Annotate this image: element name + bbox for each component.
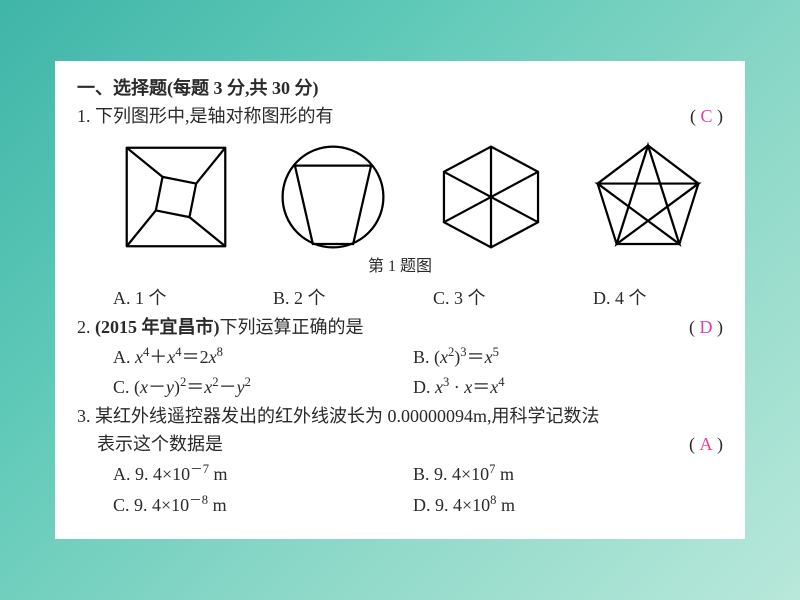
q2-option-b: B. (x2)3＝x5 [413, 342, 713, 373]
q2-number: 2. [77, 317, 91, 337]
q1-answer: C [700, 106, 712, 126]
q3-options: A. 9. 4×10－7 m B. 9. 4×107 m C. 9. 4×10－… [113, 459, 723, 521]
q2-answer-group: ( D ) [689, 314, 723, 342]
q2-answer: D [700, 317, 713, 337]
q2-options: A. x4＋x4＝2x8 B. (x2)3＝x5 C. (x－y)2＝x2－y2… [113, 342, 723, 404]
figure-circle-trapezoid [277, 141, 389, 253]
q3-option-b: B. 9. 4×107 m [413, 459, 713, 490]
section-header: 一、选择题(每题 3 分,共 30 分) [77, 75, 723, 103]
paren-left: ( [689, 317, 695, 337]
figure-hexagon [435, 141, 547, 253]
q3-option-c: C. 9. 4×10－8 m [113, 490, 413, 521]
q1-option-c: C. 3 个 [433, 284, 593, 314]
q1-option-d: D. 4 个 [593, 284, 753, 314]
q3-answer: A [700, 434, 713, 454]
q3-text: 某红外线遥控器发出的红外线波长为 0.00000094m,用科学记数法 [95, 406, 600, 426]
question-3: 3. 某红外线遥控器发出的红外线波长为 0.00000094m,用科学记数法 [77, 403, 723, 431]
q1-options: A. 1 个 B. 2 个 C. 3 个 D. 4 个 [113, 284, 723, 314]
q1-caption: 第 1 题图 [77, 255, 723, 280]
q2-option-d: D. x3 · x＝x4 [413, 372, 713, 403]
paren-right: ) [717, 434, 723, 454]
q1-answer-group: ( C ) [690, 103, 723, 131]
figure-pentagon-star [592, 141, 704, 253]
question-1: 1. 下列图形中,是轴对称图形的有 ( C ) [77, 103, 723, 131]
q2-option-a: A. x4＋x4＝2x8 [113, 342, 413, 373]
q2-source: (2015 年宜昌市) [95, 317, 220, 337]
q3-option-a: A. 9. 4×10－7 m [113, 459, 413, 490]
paren-right: ) [717, 317, 723, 337]
exam-paper: 一、选择题(每题 3 分,共 30 分) 1. 下列图形中,是轴对称图形的有 (… [55, 61, 745, 539]
paren-left: ( [690, 106, 696, 126]
q3-answer-group: ( A ) [689, 431, 723, 459]
figure-square-pinwheel [120, 141, 232, 253]
q1-text: 下列图形中,是轴对称图形的有 [95, 106, 334, 126]
question-2: 2. (2015 年宜昌市)下列运算正确的是 ( D ) [77, 314, 723, 342]
q1-figures [101, 141, 723, 253]
question-3-line2: 表示这个数据是 ( A ) [97, 431, 723, 459]
q1-number: 1. [77, 106, 91, 126]
q3-option-d: D. 9. 4×108 m [413, 490, 713, 521]
q1-option-a: A. 1 个 [113, 284, 273, 314]
q2-text: 下列运算正确的是 [220, 317, 364, 337]
paren-right: ) [717, 106, 723, 126]
q3-text2: 表示这个数据是 [97, 434, 223, 454]
q3-number: 3. [77, 406, 91, 426]
q2-option-c: C. (x－y)2＝x2－y2 [113, 372, 413, 403]
q1-option-b: B. 2 个 [273, 284, 433, 314]
paren-left: ( [689, 434, 695, 454]
